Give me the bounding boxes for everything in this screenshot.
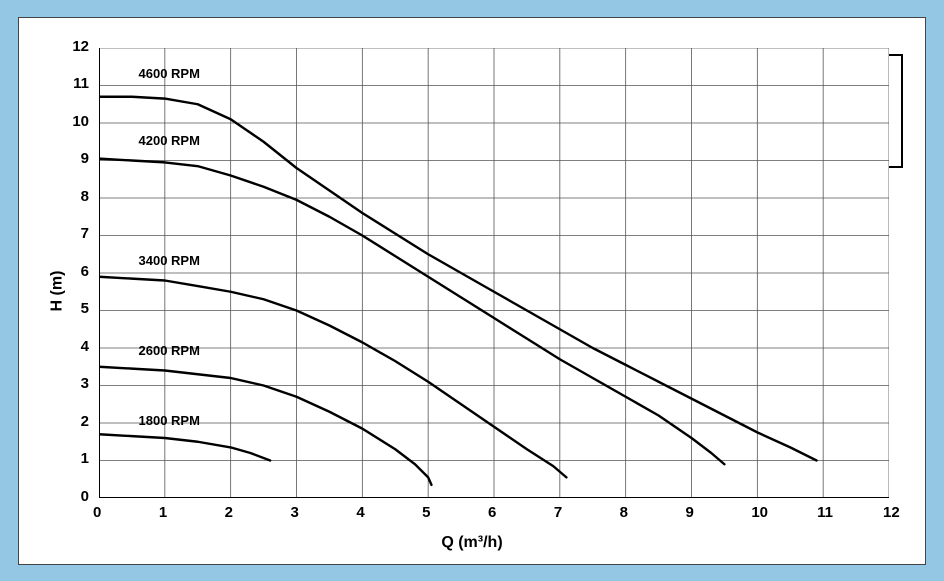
x-tick-label: 4 bbox=[356, 504, 364, 521]
x-tick-label: 0 bbox=[93, 504, 101, 521]
y-tick-label: 7 bbox=[81, 225, 89, 242]
x-tick-label: 8 bbox=[620, 504, 628, 521]
series-label: 2600 RPM bbox=[139, 343, 200, 358]
chart-svg bbox=[99, 48, 889, 498]
x-tick-label: 7 bbox=[554, 504, 562, 521]
y-tick-label: 9 bbox=[81, 150, 89, 167]
x-tick-label: 9 bbox=[686, 504, 694, 521]
y-tick-label: 3 bbox=[81, 375, 89, 392]
series-label: 1800 RPM bbox=[139, 413, 200, 428]
y-axis-label: H (m) bbox=[48, 270, 66, 311]
y-tick-label: 12 bbox=[72, 38, 89, 55]
y-tick-label: 8 bbox=[81, 188, 89, 205]
x-tick-label: 3 bbox=[291, 504, 299, 521]
x-tick-label: 2 bbox=[225, 504, 233, 521]
x-tick-label: 5 bbox=[422, 504, 430, 521]
plot-area bbox=[99, 48, 889, 498]
y-tick-label: 5 bbox=[81, 300, 89, 317]
y-tick-label: 11 bbox=[73, 75, 89, 92]
y-tick-label: 2 bbox=[81, 413, 89, 430]
x-tick-label: 1 bbox=[159, 504, 167, 521]
x-tick-label: 12 bbox=[883, 504, 900, 521]
y-tick-label: 6 bbox=[81, 263, 89, 280]
y-tick-label: 0 bbox=[81, 488, 89, 505]
chart-panel: H (m) Q (m³/h) OPTİMA BYS 2/10-180 OPTİM… bbox=[18, 17, 926, 565]
x-axis-label: Q (m³/h) bbox=[441, 534, 502, 552]
y-tick-label: 10 bbox=[72, 113, 89, 130]
series-label: 4600 RPM bbox=[139, 66, 200, 81]
x-tick-label: 6 bbox=[488, 504, 496, 521]
y-tick-label: 4 bbox=[81, 338, 89, 355]
x-tick-label: 11 bbox=[817, 504, 833, 521]
y-tick-label: 1 bbox=[81, 450, 89, 467]
series-label: 4200 RPM bbox=[139, 133, 200, 148]
x-tick-label: 10 bbox=[751, 504, 768, 521]
series-label: 3400 RPM bbox=[139, 253, 200, 268]
